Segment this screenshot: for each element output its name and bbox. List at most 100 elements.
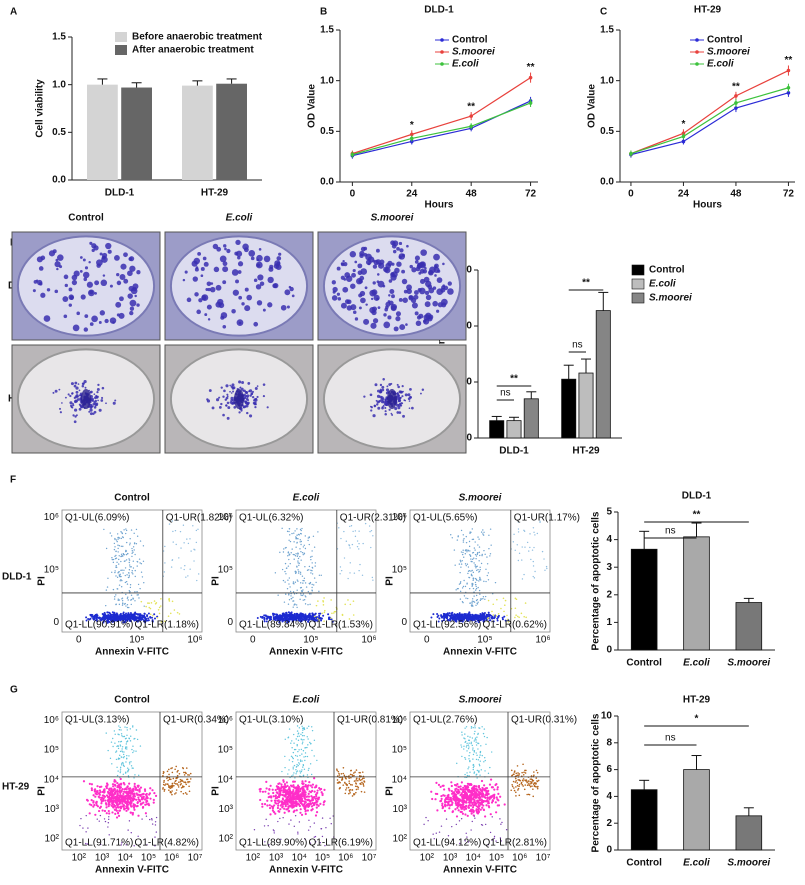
- event-dot: [282, 551, 285, 553]
- event-dot: [468, 545, 471, 548]
- event-dot: [105, 803, 108, 806]
- y-tick-label: 1.0: [320, 75, 334, 86]
- event-dot: [471, 601, 473, 604]
- event-dot: [129, 811, 133, 814]
- event-dot: [477, 568, 479, 571]
- colony: [93, 410, 97, 414]
- event-dot: [131, 547, 133, 550]
- event-dot: [368, 525, 371, 527]
- event-dot: [136, 591, 138, 593]
- event-dot: [478, 546, 481, 548]
- colony: [402, 414, 405, 418]
- event-dot: [512, 541, 515, 543]
- event-dot: [287, 792, 290, 796]
- event-dot: [474, 564, 476, 566]
- quadrant-label: Q1-LR(6.19%): [309, 838, 373, 849]
- event-dot: [118, 599, 121, 601]
- event-dot: [119, 782, 123, 785]
- event-dot: [284, 581, 286, 583]
- event-dot: [302, 593, 305, 595]
- event-dot: [117, 599, 119, 602]
- event-dot: [142, 614, 145, 617]
- event-dot: [126, 726, 128, 729]
- event-dot: [525, 616, 527, 619]
- event-dot: [292, 606, 294, 608]
- event-dot: [132, 597, 134, 599]
- x-tick-label: 10⁵: [477, 635, 492, 646]
- colony: [219, 255, 227, 263]
- colony: [346, 305, 353, 311]
- event-dot: [118, 574, 120, 576]
- event-dot: [291, 747, 293, 749]
- event-dot: [176, 774, 179, 777]
- event-dot: [306, 774, 309, 776]
- event-dot: [292, 810, 295, 813]
- event-dot: [118, 575, 121, 577]
- event-dot: [302, 775, 305, 777]
- colony: [97, 383, 100, 387]
- event-dot: [340, 569, 343, 572]
- event-dot: [284, 738, 286, 740]
- event-dot: [483, 784, 486, 787]
- event-dot: [353, 572, 356, 574]
- colony: [82, 258, 86, 262]
- event-dot: [477, 536, 479, 538]
- colony: [89, 405, 93, 409]
- event-dot: [180, 790, 182, 793]
- event-dot: [363, 781, 366, 783]
- event-dot: [98, 785, 102, 789]
- event-dot: [141, 818, 143, 820]
- event-dot: [361, 781, 363, 784]
- colony: [230, 396, 234, 400]
- event-dot: [297, 796, 301, 800]
- colony: [388, 300, 394, 306]
- event-dot: [298, 570, 300, 573]
- colony: [54, 261, 61, 268]
- colony: [354, 260, 358, 264]
- event-dot: [486, 574, 488, 577]
- event-dot: [275, 802, 278, 805]
- event-dot: [132, 745, 134, 747]
- event-dot: [317, 531, 319, 533]
- event-dot: [116, 533, 119, 535]
- event-dot: [92, 617, 95, 620]
- event-dot: [455, 815, 459, 818]
- event-dot: [107, 615, 110, 618]
- colony: [380, 398, 384, 402]
- y-tick-label: 3: [606, 562, 612, 573]
- event-dot: [359, 782, 362, 785]
- y-tick-label: 2: [606, 818, 612, 829]
- event-dot: [342, 772, 345, 775]
- event-dot: [118, 785, 121, 788]
- plot-title: Control: [114, 493, 150, 504]
- colony: [360, 246, 366, 252]
- x-tick-label: DLD-1: [105, 188, 135, 199]
- colony: [220, 312, 228, 319]
- event-dot: [279, 551, 281, 554]
- event-dot: [288, 528, 291, 530]
- event-dot: [310, 558, 312, 561]
- event-dot: [514, 616, 516, 619]
- event-dot: [315, 795, 318, 798]
- event-dot: [470, 558, 472, 560]
- event-dot: [125, 791, 128, 795]
- event-dot: [117, 770, 119, 772]
- x-tick-label: 10⁴: [118, 853, 133, 864]
- colony: [196, 309, 201, 315]
- event-dot: [123, 751, 125, 753]
- event-dot: [94, 813, 97, 816]
- event-dot: [128, 574, 130, 577]
- event-dot: [196, 579, 198, 582]
- event-dot: [121, 599, 124, 602]
- event-dot: [475, 555, 478, 557]
- event-dot: [487, 611, 490, 614]
- event-dot: [521, 578, 524, 580]
- event-dot: [523, 615, 525, 618]
- colony: [80, 294, 86, 300]
- event-dot: [144, 812, 147, 815]
- event-dot: [111, 794, 114, 797]
- colony: [75, 414, 78, 417]
- event-dot: [98, 793, 101, 796]
- event-dot: [122, 792, 125, 795]
- event-dot: [279, 615, 282, 618]
